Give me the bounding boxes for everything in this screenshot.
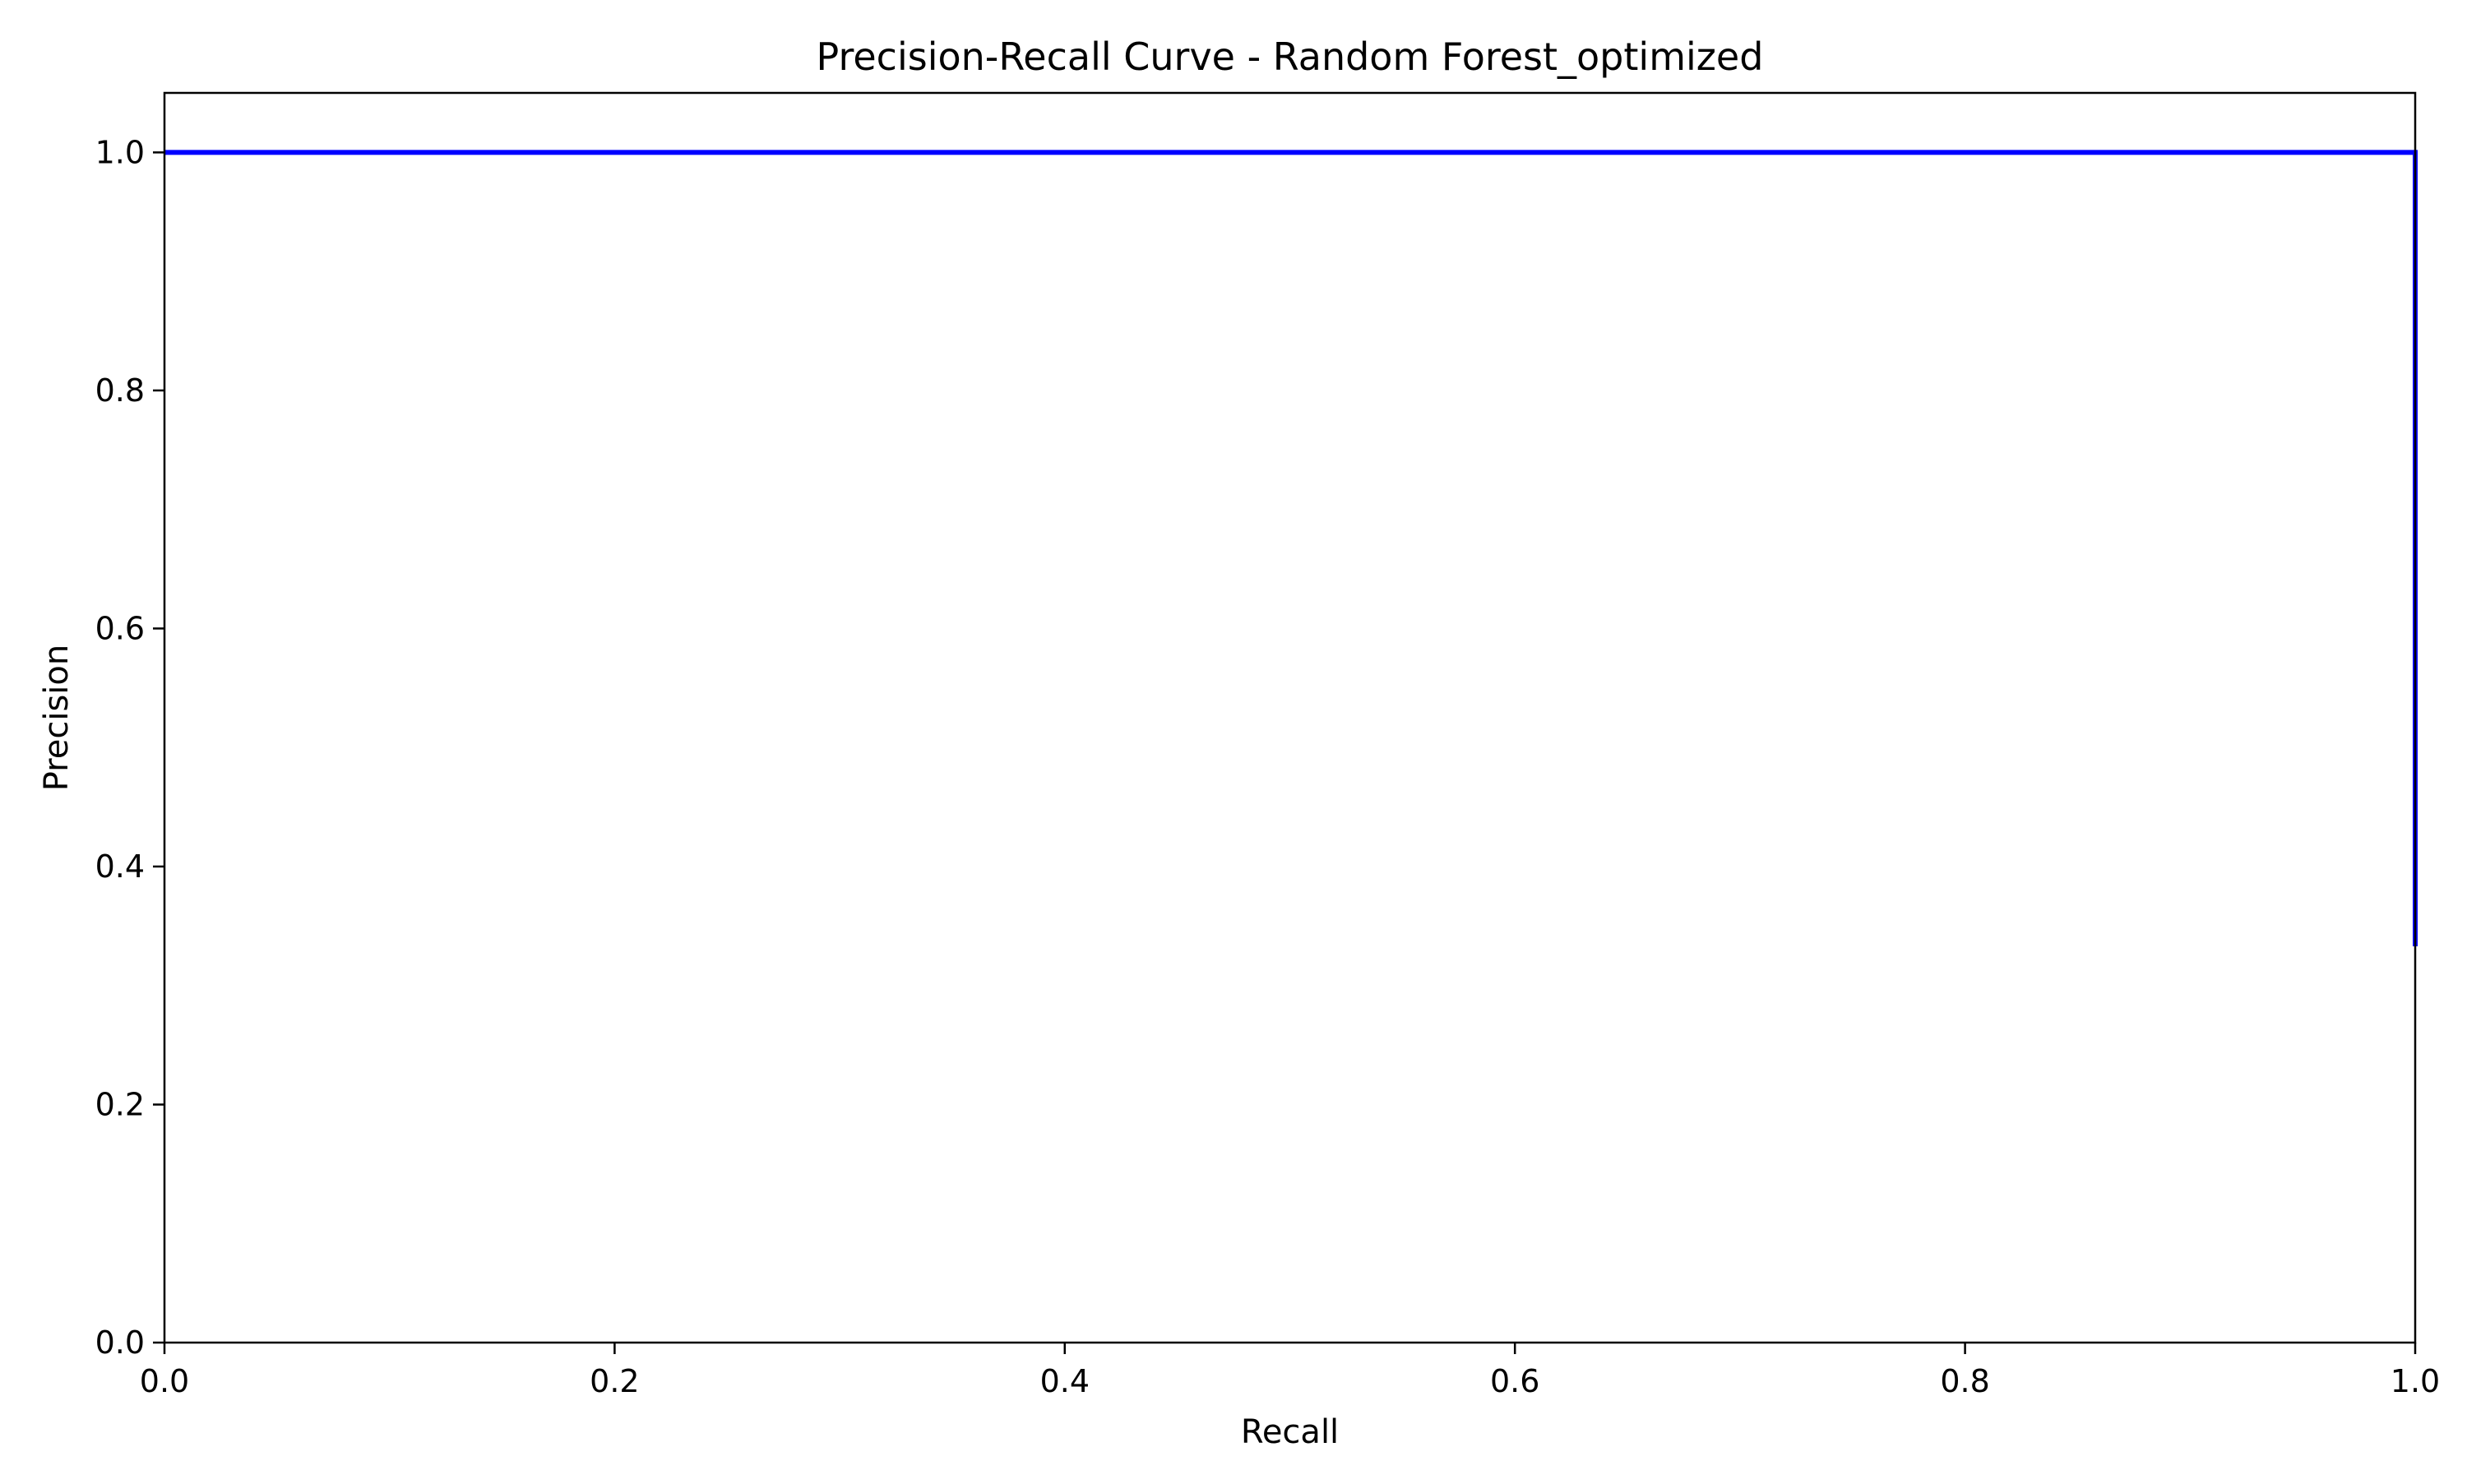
y-axis-label: Precision (38, 645, 76, 791)
y-tick-label: 0.4 (95, 848, 145, 885)
y-tick-label: 0.8 (95, 372, 145, 409)
y-tick-label: 0.0 (95, 1325, 145, 1361)
y-tick-label: 0.2 (95, 1086, 145, 1122)
plot-area (164, 93, 2415, 1343)
y-tick-label: 1.0 (95, 134, 145, 170)
x-axis-label: Recall (1241, 1413, 1339, 1451)
axes-frame (163, 91, 2417, 1344)
y-tick-label: 0.6 (95, 610, 145, 646)
chart-title: Precision-Recall Curve - Random Forest_o… (817, 35, 1764, 79)
x-tick-label: 0.0 (140, 1363, 189, 1399)
x-tick-label: 0.6 (1490, 1363, 1539, 1399)
x-tick-label: 1.0 (2391, 1363, 2440, 1399)
x-tick-label: 0.8 (1940, 1363, 1989, 1399)
x-axis-ticks: 0.0 0.2 0.4 0.6 0.8 1.0 (140, 1343, 2440, 1399)
y-axis-ticks: 0.0 0.2 0.4 0.6 0.8 1.0 (95, 134, 164, 1361)
x-tick-label: 0.2 (590, 1363, 639, 1399)
x-tick-label: 0.4 (1040, 1363, 1090, 1399)
